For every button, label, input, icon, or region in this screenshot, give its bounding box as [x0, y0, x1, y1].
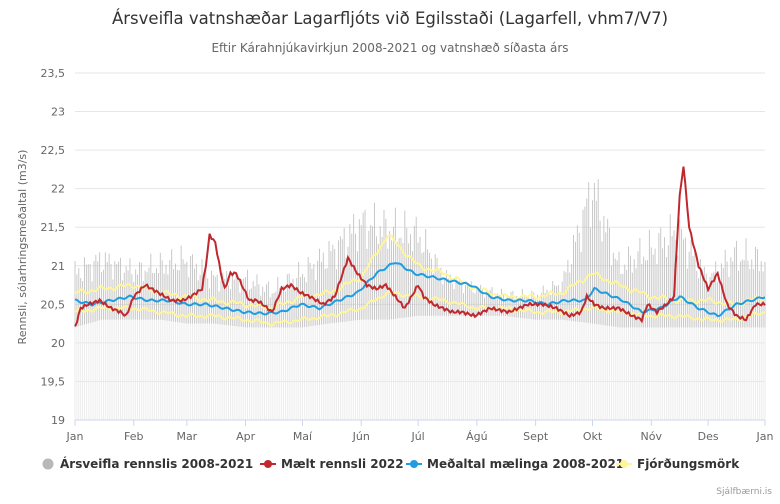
y-tick-label: 22 [51, 183, 65, 196]
x-tick-label: Júl [410, 430, 424, 443]
axis-layer: 19 19,5 20 20,5 21 21,5 22 22,5 23 23,5 Jan Feb Mar A… [41, 67, 774, 443]
y-tick-label: 20 [51, 337, 65, 350]
mean-series-line [74, 262, 766, 318]
y-axis-label: Rennsli, sólarhringsmeðaltal (m3/s) [16, 150, 29, 345]
x-tick-label: Apr [236, 430, 256, 443]
legend: Ársveifla rennslis 2008-2021 Mælt rennsli… [42, 456, 740, 471]
x-tick-label: Sept [523, 430, 549, 443]
legend-item[interactable]: Fjórðungsmörk [616, 457, 740, 471]
legend-label: Fjórðungsmörk [637, 457, 740, 471]
x-tick-label: Maí [293, 430, 313, 443]
legend-label: Meðaltal mælinga 2008-2021 [427, 457, 624, 471]
measured-series-line [74, 166, 766, 327]
x-tick-label: Jún [352, 430, 370, 443]
y-tick-label: 23 [51, 106, 65, 119]
y-tick-label: 21,5 [41, 221, 66, 234]
legend-item[interactable]: Mælt rennsli 2022 [260, 457, 404, 471]
range-layer [74, 179, 766, 420]
y-tick-label: 22,5 [41, 144, 66, 157]
legend-symbol [410, 460, 418, 468]
legend-label: Ársveifla rennslis 2008-2021 [60, 456, 253, 471]
legend-label: Mælt rennsli 2022 [281, 457, 404, 471]
y-tick-label: 19 [51, 414, 65, 427]
x-tick-label: Ágú [466, 430, 487, 443]
y-tick-label: 23,5 [41, 67, 66, 80]
measured-layer [74, 166, 766, 327]
x-tick-label: Jan [756, 430, 774, 443]
mean-layer [74, 262, 766, 318]
x-tick-label: Mar [176, 430, 197, 443]
y-tick-label: 21 [51, 260, 65, 273]
legend-item[interactable]: Ársveifla rennslis 2008-2021 [42, 456, 254, 471]
chart-title: Ársveifla vatnshæðar Lagarfljóts við Egi… [112, 9, 668, 28]
y-tick-label: 20,5 [41, 298, 66, 311]
legend-symbol [42, 458, 54, 470]
y-tick-label: 19,5 [41, 375, 66, 388]
x-tick-label: Nóv [641, 430, 663, 443]
x-tick-label: Feb [124, 430, 143, 443]
credit-text[interactable]: Sjálfbærni.is [716, 487, 772, 497]
quartile-lower-line [74, 290, 766, 327]
legend-symbol [264, 460, 272, 468]
legend-symbol [620, 460, 628, 468]
chart-subtitle: Eftir Kárahnjúkavirkjun 2008-2021 og vat… [211, 41, 568, 55]
x-tick-label: Jan [66, 430, 84, 443]
x-tick-label: Des [698, 430, 719, 443]
legend-item[interactable]: Meðaltal mælinga 2008-2021 [406, 457, 624, 471]
x-tick-label: Okt [583, 430, 603, 443]
